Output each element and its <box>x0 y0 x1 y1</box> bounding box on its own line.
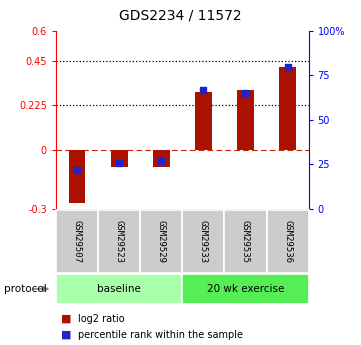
Point <box>285 64 291 69</box>
Text: log2 ratio: log2 ratio <box>78 314 124 324</box>
Bar <box>56 274 182 304</box>
Text: GDS2234 / 11572: GDS2234 / 11572 <box>119 9 242 23</box>
Bar <box>111 149 127 167</box>
Text: GSM29529: GSM29529 <box>157 220 166 263</box>
Bar <box>98 210 140 273</box>
Point <box>243 90 248 96</box>
Text: GSM29533: GSM29533 <box>199 220 208 263</box>
Text: baseline: baseline <box>97 284 141 294</box>
Point <box>200 87 206 92</box>
Bar <box>56 210 98 273</box>
Bar <box>279 67 296 149</box>
Text: GSM29535: GSM29535 <box>241 220 250 263</box>
Bar <box>237 90 254 149</box>
Text: protocol: protocol <box>4 284 46 294</box>
Text: GSM29507: GSM29507 <box>73 220 82 263</box>
Point <box>116 160 122 165</box>
Bar <box>225 210 266 273</box>
Text: GSM29536: GSM29536 <box>283 220 292 263</box>
Point <box>158 158 164 164</box>
Bar <box>182 210 225 273</box>
Bar <box>195 92 212 149</box>
Bar <box>182 274 309 304</box>
Text: 20 wk exercise: 20 wk exercise <box>207 284 284 294</box>
Bar <box>140 210 182 273</box>
Bar <box>266 210 309 273</box>
Bar <box>153 149 170 167</box>
Text: ■: ■ <box>61 314 72 324</box>
Bar <box>69 149 86 203</box>
Text: percentile rank within the sample: percentile rank within the sample <box>78 330 243 339</box>
Text: GSM29523: GSM29523 <box>115 220 123 263</box>
Text: ■: ■ <box>61 330 72 339</box>
Point <box>74 167 80 172</box>
